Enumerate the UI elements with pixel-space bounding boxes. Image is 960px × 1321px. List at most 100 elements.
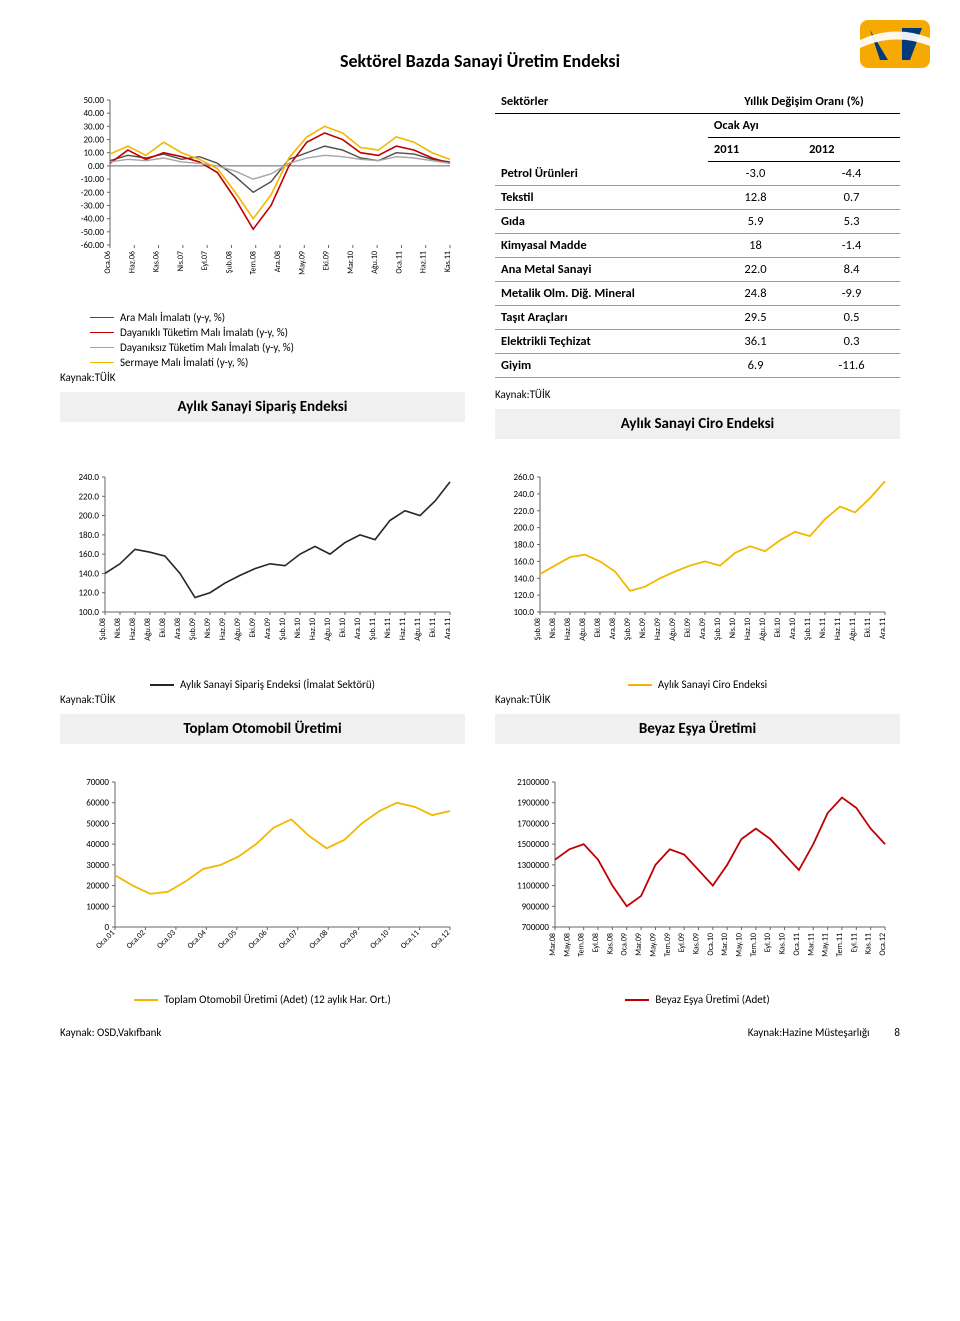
svg-text:Kas.08: Kas.08 [605, 933, 615, 954]
svg-text:Nis.09: Nis.09 [638, 618, 648, 638]
panel-title-beyaz: Beyaz Eşya Üretimi [495, 714, 900, 744]
svg-text:Nis.09: Nis.09 [203, 618, 213, 638]
sector-production-chart: 50.0040.0030.0020.0010.000.00-10.00-20.0… [60, 90, 465, 305]
source-label: Kaynak:TÜİK [495, 388, 900, 401]
svg-text:Oca.03: Oca.03 [155, 928, 178, 951]
svg-text:200.0: 200.0 [513, 523, 534, 534]
svg-text:Mar.09: Mar.09 [634, 933, 644, 956]
svg-text:Ağu.11: Ağu.11 [848, 618, 858, 641]
table-year-2: 2012 [803, 138, 900, 162]
svg-text:Eyl.10: Eyl.10 [763, 933, 773, 952]
svg-text:May.09: May.09 [297, 251, 307, 275]
sector-change-table: Sektörler Yıllık Değişim Oranı (%) Ocak … [495, 90, 900, 378]
source-label: Kaynak:TÜİK [60, 371, 465, 384]
ciro-chart: 260.0240.0220.0200.0180.0160.0140.0120.0… [495, 467, 900, 672]
svg-text:Mar.11: Mar.11 [806, 933, 816, 956]
svg-text:Şub.08: Şub.08 [98, 618, 108, 640]
svg-text:Oca.10: Oca.10 [368, 928, 391, 951]
svg-text:Mar.10: Mar.10 [720, 933, 730, 956]
source-label: Kaynak:TÜİK [495, 693, 900, 706]
svg-text:140.0: 140.0 [513, 573, 534, 584]
siparis-legend-label: Aylık Sanayi Sipariş Endeksi (İmalat Sek… [180, 678, 375, 691]
svg-text:Nis.08: Nis.08 [113, 618, 123, 638]
svg-text:Oca.01: Oca.01 [94, 928, 117, 951]
svg-text:-60.00: -60.00 [81, 240, 105, 251]
svg-text:-40.00: -40.00 [81, 214, 105, 225]
svg-text:120.0: 120.0 [78, 588, 99, 599]
svg-text:May.08: May.08 [562, 933, 572, 957]
svg-text:Şub.10: Şub.10 [278, 618, 288, 640]
svg-text:May.09: May.09 [648, 933, 658, 957]
svg-text:Eki.08: Eki.08 [158, 618, 168, 638]
svg-text:70000: 70000 [86, 777, 109, 788]
beyaz-legend: Beyaz Eşya Üretimi (Adet) [495, 993, 900, 1006]
svg-text:Eyl.11: Eyl.11 [849, 933, 859, 952]
svg-text:Haz.10: Haz.10 [308, 618, 318, 640]
svg-text:Nis.11: Nis.11 [818, 618, 828, 638]
svg-text:Haz.08: Haz.08 [128, 618, 138, 640]
svg-text:Nis.10: Nis.10 [728, 618, 738, 638]
footer-left-source: Kaynak: OSD,Vakıfbank [60, 1026, 161, 1039]
table-row: Taşıt Araçları29.50.5 [495, 306, 900, 330]
svg-text:Haz.09: Haz.09 [218, 618, 228, 640]
svg-text:Mar.10: Mar.10 [346, 251, 356, 274]
svg-text:Oca.11: Oca.11 [792, 933, 802, 956]
svg-text:240.0: 240.0 [513, 489, 534, 500]
svg-text:50000: 50000 [86, 818, 109, 829]
svg-text:Tem.11: Tem.11 [835, 933, 845, 957]
oto-legend-label: Toplam Otomobil Üretimi (Adet) (12 aylık… [164, 993, 391, 1006]
svg-text:20000: 20000 [86, 881, 109, 892]
svg-text:Nis.10: Nis.10 [293, 618, 303, 638]
svg-text:Ara.11: Ara.11 [878, 618, 888, 639]
page-title: Sektörel Bazda Sanayi Üretim Endeksi [60, 50, 900, 72]
svg-text:Oca.11: Oca.11 [394, 251, 404, 274]
svg-text:Tem.09: Tem.09 [663, 933, 673, 957]
svg-text:Oca.11: Oca.11 [399, 928, 422, 951]
svg-text:Nis.11: Nis.11 [383, 618, 393, 638]
svg-text:-30.00: -30.00 [81, 200, 105, 211]
oto-chart: 700006000050000400003000020000100000Oca.… [60, 772, 465, 987]
svg-text:180.0: 180.0 [78, 530, 99, 541]
svg-text:160.0: 160.0 [513, 556, 534, 567]
svg-text:30000: 30000 [86, 860, 109, 871]
svg-text:Tem.08: Tem.08 [577, 933, 587, 957]
beyaz-legend-label: Beyaz Eşya Üretimi (Adet) [655, 993, 769, 1006]
svg-text:Ağu.08: Ağu.08 [143, 618, 153, 641]
svg-text:Şub.08: Şub.08 [533, 618, 543, 640]
svg-text:Oca.09: Oca.09 [620, 933, 630, 956]
svg-text:Eki.09: Eki.09 [683, 618, 693, 638]
svg-text:120.0: 120.0 [513, 590, 534, 601]
svg-text:Şub.09: Şub.09 [623, 618, 633, 640]
table-header-right: Yıllık Değişim Oranı (%) [708, 90, 900, 114]
svg-text:900000: 900000 [522, 901, 550, 912]
svg-text:Eki.08: Eki.08 [593, 618, 603, 638]
svg-text:Kas.09: Kas.09 [691, 933, 701, 954]
table-year-1: 2011 [708, 138, 803, 162]
table-row: Giyim6.9-11.6 [495, 354, 900, 378]
table-row: Petrol Ürünleri-3.0-4.4 [495, 162, 900, 186]
svg-text:1700000: 1700000 [517, 818, 549, 829]
oto-legend: Toplam Otomobil Üretimi (Adet) (12 aylık… [60, 993, 465, 1006]
svg-text:Haz.09: Haz.09 [653, 618, 663, 640]
svg-text:Kas.11: Kas.11 [864, 933, 874, 954]
table-row: Elektrikli Teçhizat36.10.3 [495, 330, 900, 354]
svg-text:Ara.11: Ara.11 [443, 618, 453, 639]
svg-text:Oca.06: Oca.06 [246, 928, 269, 951]
svg-text:1900000: 1900000 [517, 798, 549, 809]
table-header-left: Sektörler [495, 90, 708, 114]
svg-text:Ağu.09: Ağu.09 [668, 618, 678, 641]
svg-text:Ara.08: Ara.08 [273, 251, 283, 272]
svg-text:200.0: 200.0 [78, 511, 99, 522]
svg-text:Oca.05: Oca.05 [216, 928, 239, 951]
svg-text:60000: 60000 [86, 798, 109, 809]
svg-text:1100000: 1100000 [517, 881, 549, 892]
svg-text:Kas.11: Kas.11 [443, 251, 453, 272]
svg-text:Şub.11: Şub.11 [803, 618, 813, 640]
svg-text:240.0: 240.0 [78, 472, 99, 483]
svg-text:Ara.08: Ara.08 [173, 618, 183, 639]
svg-text:40000: 40000 [86, 839, 109, 850]
svg-text:40.00: 40.00 [83, 108, 104, 119]
svg-text:Oca.12: Oca.12 [878, 933, 888, 956]
svg-text:Haz.08: Haz.08 [563, 618, 573, 640]
table-row: Kimyasal Madde18-1.4 [495, 234, 900, 258]
